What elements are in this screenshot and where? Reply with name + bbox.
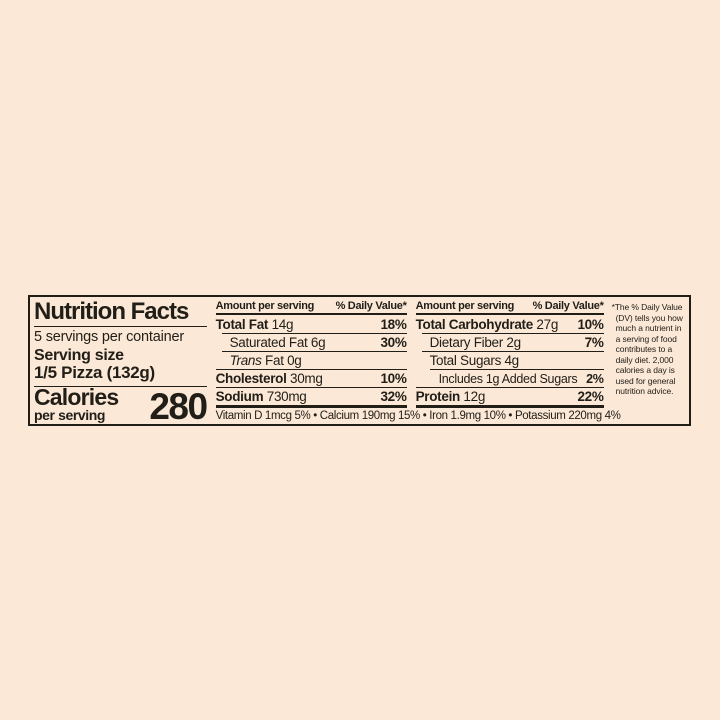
nutrient-row-sodium: Sodium 730mg 32% xyxy=(215,387,407,405)
nutrient-row-trans-fat: Trans Fat 0g xyxy=(221,351,407,369)
micronutrients-line: Vitamin D 1mcg 5% • Calcium 190mg 15% • … xyxy=(215,410,621,422)
nutrient-daily-value: 32% xyxy=(380,389,407,404)
nutrient-name: Cholesterol 30mg xyxy=(215,371,323,386)
calories-sublabel: per serving xyxy=(34,407,106,423)
serving-size-value: 1/5 Pizza (132g) xyxy=(34,364,207,387)
nutrient-row-saturated-fat: Saturated Fat 6g 30% xyxy=(221,333,407,351)
nutrient-name: Sodium 730mg xyxy=(215,389,307,404)
nutrient-daily-value: 30% xyxy=(380,335,407,350)
nutrient-name: Trans Fat 0g xyxy=(229,353,302,368)
calories-row: Calories per serving 280 xyxy=(34,384,207,425)
serving-size-label: Serving size xyxy=(34,347,124,364)
nutrient-daily-value: 10% xyxy=(380,371,407,386)
calories-label-block: Calories per serving xyxy=(34,384,119,423)
nutrient-columns: Amount per serving % Daily Value* Total … xyxy=(215,299,604,408)
nutrient-name: Total Carbohydrate 27g xyxy=(415,316,559,332)
nutrient-daily-value: 10% xyxy=(577,316,604,332)
nutrient-row-protein: Protein 12g 22% xyxy=(415,387,604,405)
nutrient-name: Saturated Fat 6g xyxy=(229,335,326,350)
servings-per-container: 5 servings per container xyxy=(34,329,184,345)
nutrient-name: Protein 12g xyxy=(415,389,486,404)
daily-value-header: % Daily Value* xyxy=(532,300,604,312)
carb-column: Amount per serving % Daily Value* Total … xyxy=(415,299,604,408)
fat-column-rows: Total Fat 14g 18% Saturated Fat 6g 30% Trans… xyxy=(215,315,407,405)
daily-value-footnote: *The % Daily Value (DV) tells you how mu… xyxy=(611,302,683,396)
amount-per-serving-header: Amount per serving xyxy=(215,300,315,312)
nutrient-daily-value: 22% xyxy=(577,389,604,404)
carb-column-rows: Total Carbohydrate 27g 10% Dietary Fiber 2… xyxy=(415,315,604,405)
nutrient-name: Total Sugars 4g xyxy=(429,353,520,368)
nutrient-name: Dietary Fiber 2g xyxy=(429,335,522,350)
carb-column-header: Amount per serving % Daily Value* xyxy=(415,299,604,315)
nutrient-daily-value: 2% xyxy=(586,371,604,386)
nutrient-row-includes-1g-added-sugars: Includes 1g Added Sugars 2% xyxy=(429,369,604,387)
nutrient-tables: Amount per serving % Daily Value* Total … xyxy=(215,299,621,424)
nutrient-name: Includes 1g Added Sugars xyxy=(438,371,578,386)
nutrient-row-dietary-fiber: Dietary Fiber 2g 7% xyxy=(421,333,604,351)
daily-value-header: % Daily Value* xyxy=(335,300,407,312)
fat-column-header: Amount per serving % Daily Value* xyxy=(215,299,407,315)
nutrient-row-cholesterol: Cholesterol 30mg 10% xyxy=(215,369,407,387)
fat-column: Amount per serving % Daily Value* Total … xyxy=(215,299,407,408)
nutrition-facts-label: Nutrition Facts 5 servings per container… xyxy=(28,295,691,426)
nutrient-daily-value: 18% xyxy=(380,316,407,332)
nutrient-row-total-sugars: Total Sugars 4g xyxy=(421,351,604,369)
nutrient-name: Total Fat 14g xyxy=(215,316,294,332)
calories-label: Calories xyxy=(34,384,119,410)
nutrient-row-total-carbohydrate: Total Carbohydrate 27g 10% xyxy=(416,315,604,333)
amount-per-serving-header: Amount per serving xyxy=(415,300,515,312)
label-left-panel: Nutrition Facts 5 servings per container… xyxy=(34,299,207,424)
calories-value: 280 xyxy=(149,386,207,424)
nutrition-facts-title: Nutrition Facts xyxy=(34,299,207,327)
nutrient-daily-value: 7% xyxy=(584,335,604,350)
nutrient-row-total-fat: Total Fat 14g 18% xyxy=(216,315,407,333)
